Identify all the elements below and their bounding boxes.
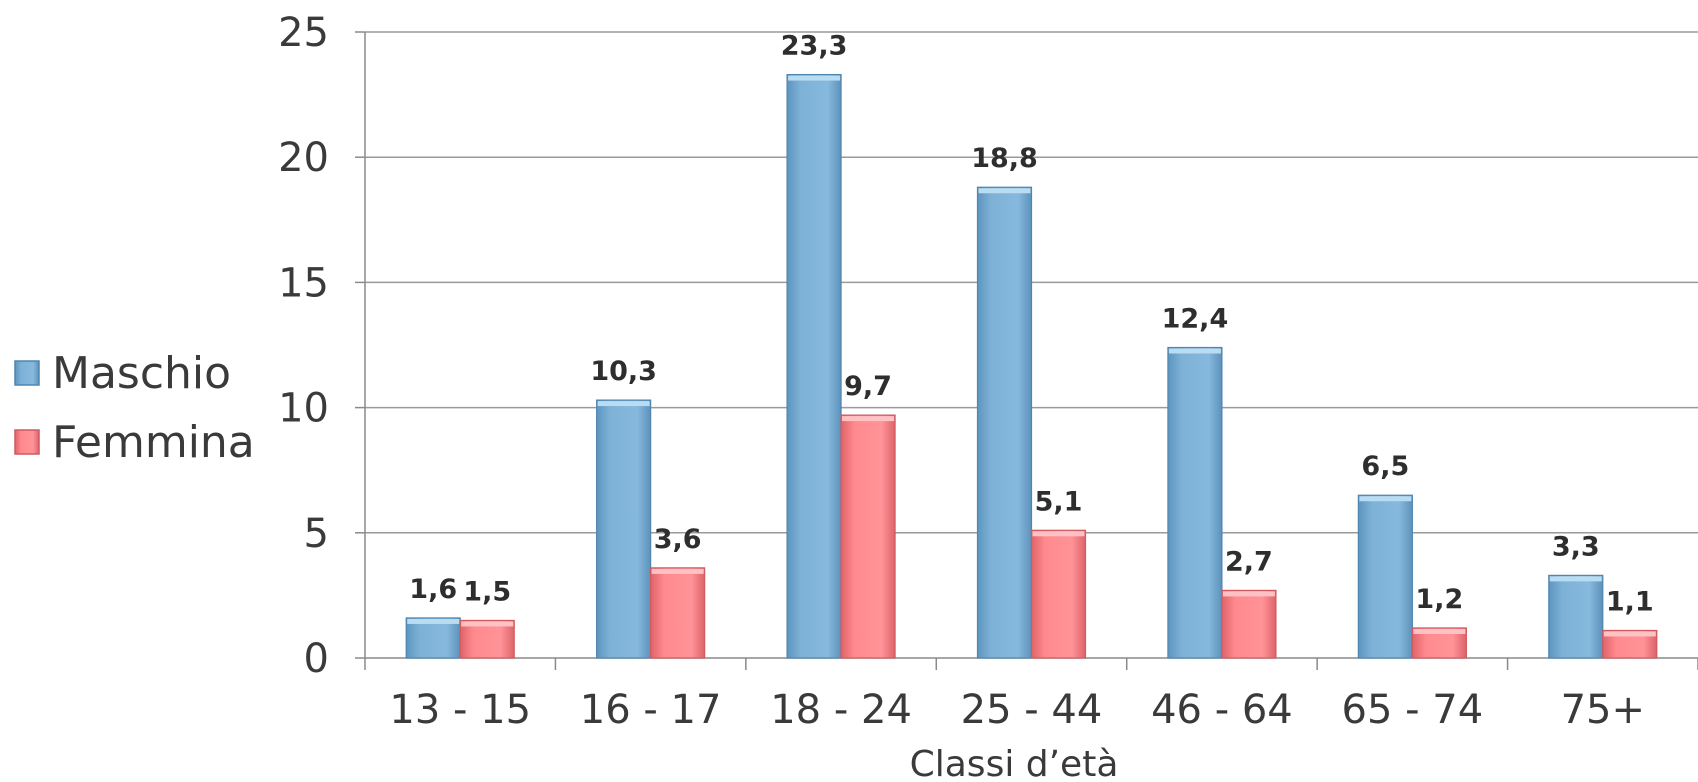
y-tick-label: 15: [278, 260, 329, 306]
data-label: 1,1: [1606, 586, 1654, 617]
bar-maschio-3: [976, 186, 1033, 659]
y-tick-label: 20: [278, 135, 329, 181]
bar-maschio-0: [405, 617, 461, 659]
bar-cap: [461, 621, 514, 627]
bar-maschio-4: [1167, 346, 1223, 659]
data-labels: 1,6 10,3 23,3 18,8 12,4 6,5 3,3 1,5 3,6 9,7 5,1 2,7…: [409, 31, 1653, 618]
bar-cap: [1603, 631, 1656, 637]
y-tick-label: 5: [304, 511, 329, 557]
legend-label-femmina: Femmina: [52, 417, 255, 468]
bar-cap: [1168, 348, 1221, 354]
x-tick-label: 13 - 15: [389, 687, 531, 733]
x-tick-label: 18 - 24: [770, 687, 912, 733]
bar-maschio-1: [596, 399, 652, 659]
bar-cap: [1222, 591, 1275, 597]
data-label: 3,6: [654, 524, 702, 555]
x-tick-label: 75+: [1561, 687, 1645, 733]
x-axis-title: Classi d’età: [910, 744, 1119, 782]
bar-cap: [1549, 576, 1602, 582]
legend: Maschio Femmina: [14, 348, 255, 468]
y-tick-label: 0: [304, 636, 329, 682]
data-label: 1,5: [463, 576, 511, 607]
bar-cap: [1032, 531, 1085, 537]
x-tick-label: 46 - 64: [1151, 687, 1293, 733]
data-label: 6,5: [1361, 451, 1409, 482]
bar-femmina-2: [840, 414, 896, 659]
bar-cap: [842, 416, 895, 422]
legend-swatch-maschio: [14, 360, 40, 386]
bar-maschio-6: [1548, 574, 1604, 659]
data-label: 18,8: [971, 143, 1038, 174]
bar-cap: [651, 568, 704, 574]
data-label: 3,3: [1552, 531, 1600, 562]
data-label: 5,1: [1035, 486, 1083, 517]
bar-cap: [788, 75, 841, 81]
bar-femmina-4: [1221, 589, 1277, 659]
data-label: 9,7: [844, 371, 892, 402]
bar-maschio-5: [1357, 494, 1413, 659]
legend-label-maschio: Maschio: [52, 348, 231, 399]
bar-cap: [407, 618, 460, 624]
bar-cap: [597, 401, 650, 407]
bars: [405, 73, 1658, 659]
legend-swatch-femmina: [14, 429, 40, 455]
bar-femmina-0: [459, 619, 515, 659]
bar-maschio-2: [786, 73, 842, 659]
y-tick-label: 10: [278, 386, 329, 432]
bar-femmina-1: [650, 567, 706, 659]
bar-cap: [1359, 496, 1412, 502]
bar-cap: [1413, 628, 1466, 634]
y-tick-label: 25: [278, 10, 329, 56]
x-tick-label: 65 - 74: [1342, 687, 1484, 733]
data-label: 1,2: [1415, 584, 1463, 615]
x-tick-label: 16 - 17: [580, 687, 722, 733]
data-label: 1,6: [409, 574, 457, 605]
bar-cap: [978, 188, 1031, 194]
data-label: 2,7: [1225, 546, 1273, 577]
data-label: 12,4: [1162, 304, 1229, 335]
data-label: 23,3: [781, 31, 848, 62]
data-label: 10,3: [590, 356, 657, 387]
x-tick-label: 25 - 44: [961, 687, 1103, 733]
bar-femmina-3: [1030, 529, 1087, 659]
